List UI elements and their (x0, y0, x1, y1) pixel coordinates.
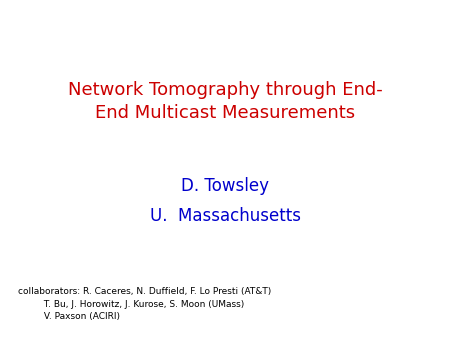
Text: U.  Massachusetts: U. Massachusetts (149, 207, 301, 225)
Text: Network Tomography through End-
End Multicast Measurements: Network Tomography through End- End Mult… (68, 81, 382, 122)
Text: D. Towsley: D. Towsley (181, 177, 269, 195)
Text: collaborators: R. Caceres, N. Duffield, F. Lo Presti (AT&T)
         T. Bu, J. H: collaborators: R. Caceres, N. Duffield, … (18, 287, 271, 321)
